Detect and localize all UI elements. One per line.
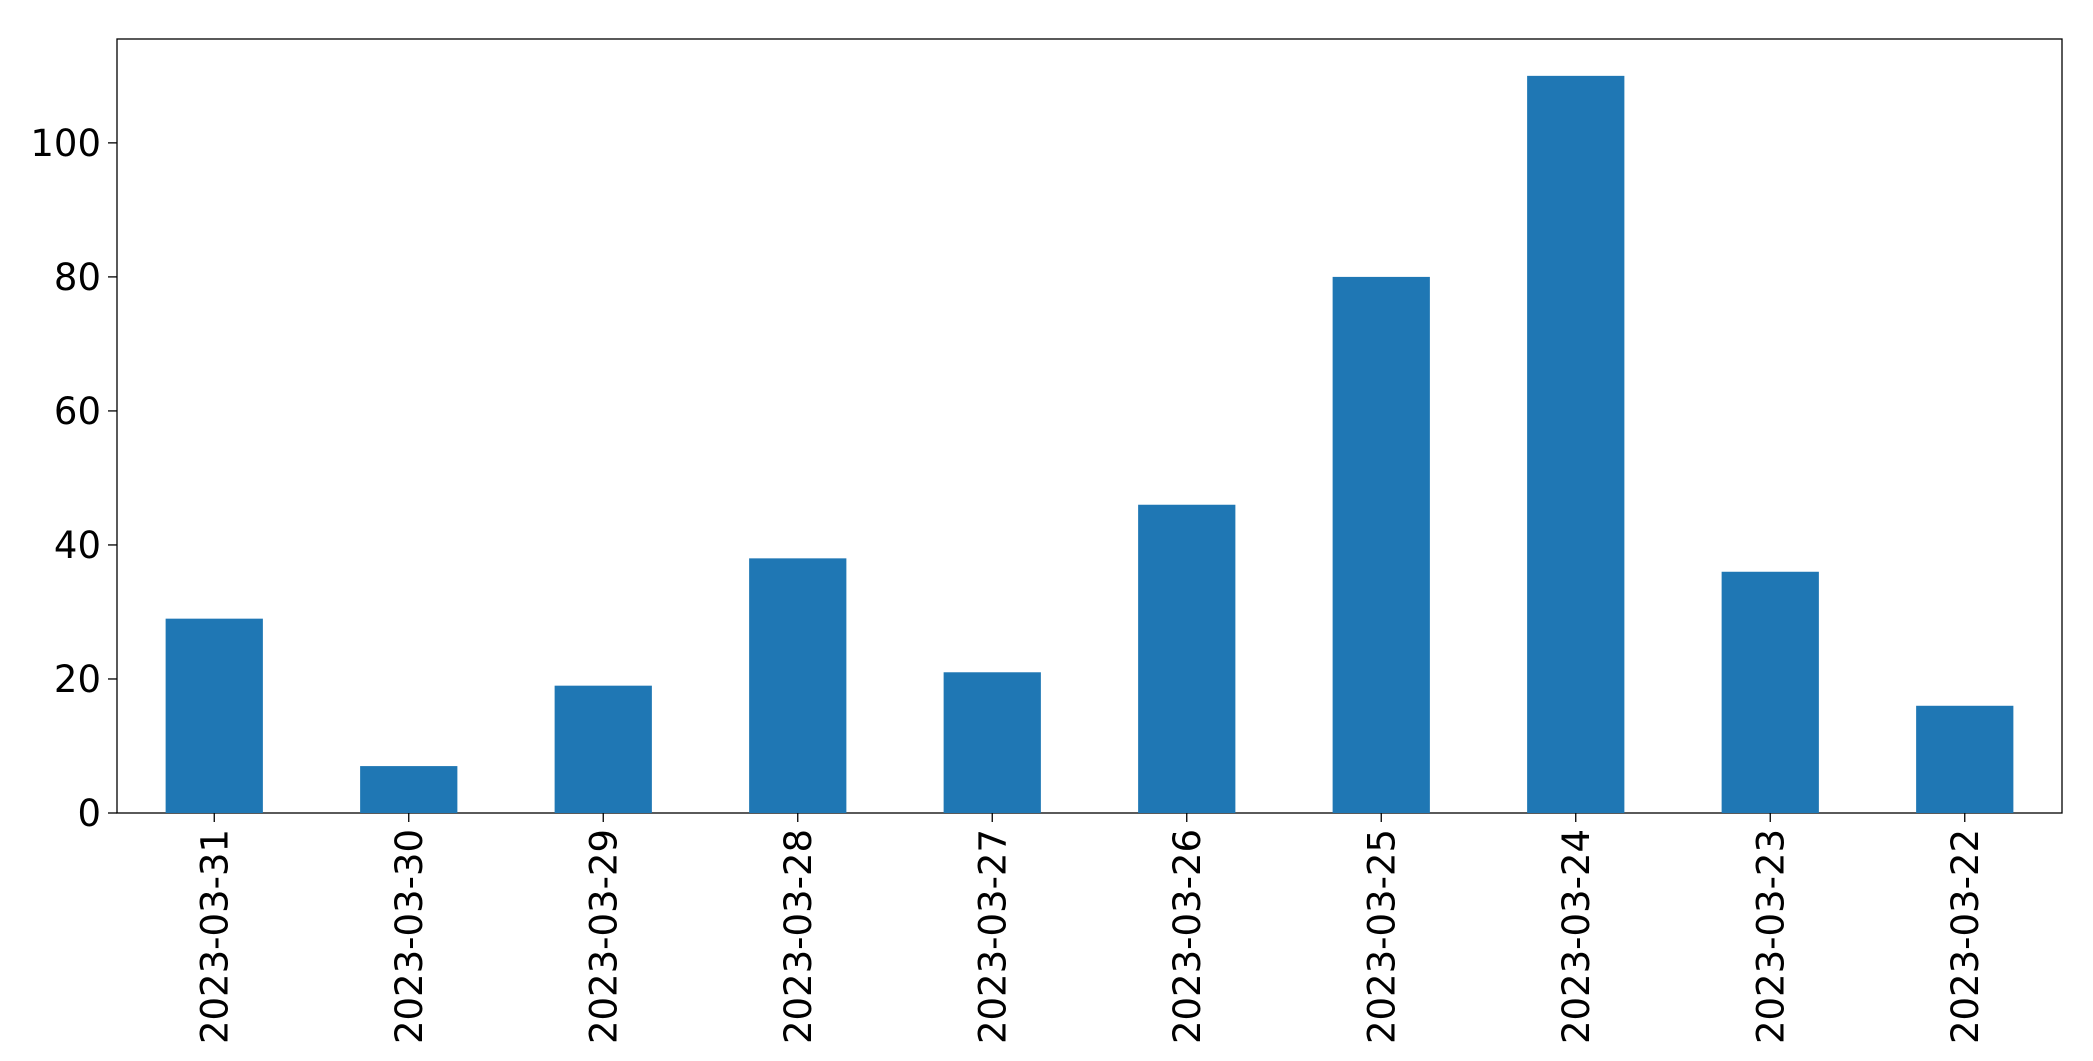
bar (1721, 571, 1819, 813)
bar (1332, 276, 1430, 813)
bar (165, 618, 263, 813)
x-tick-label: 2023-03-29 (582, 829, 625, 1044)
x-tick-label: 2023-03-25 (1360, 829, 1403, 1044)
bar (1527, 75, 1625, 814)
y-tick-label: 100 (30, 122, 101, 165)
bar (1138, 504, 1236, 813)
x-tick-label: 2023-03-24 (1555, 829, 1598, 1044)
x-tick-label: 2023-03-31 (193, 829, 236, 1044)
bar (554, 685, 652, 813)
x-tick-label: 2023-03-23 (1749, 829, 1792, 1044)
y-tick-label: 60 (54, 390, 101, 433)
bar (360, 766, 458, 813)
y-tick-label: 20 (54, 658, 101, 701)
bar (943, 672, 1041, 813)
x-tick-label: 2023-03-22 (1944, 829, 1987, 1044)
plot-frame (116, 38, 2063, 814)
x-tick-label: 2023-03-27 (971, 829, 1014, 1044)
y-tick-label: 40 (54, 524, 101, 567)
bar (749, 558, 847, 813)
y-tick-label: 80 (54, 256, 101, 299)
bar (1916, 705, 2014, 813)
x-tick-label: 2023-03-26 (1166, 829, 1209, 1044)
y-tick-label: 0 (77, 792, 101, 835)
x-tick-label: 2023-03-30 (388, 829, 431, 1044)
x-tick-label: 2023-03-28 (777, 829, 820, 1044)
